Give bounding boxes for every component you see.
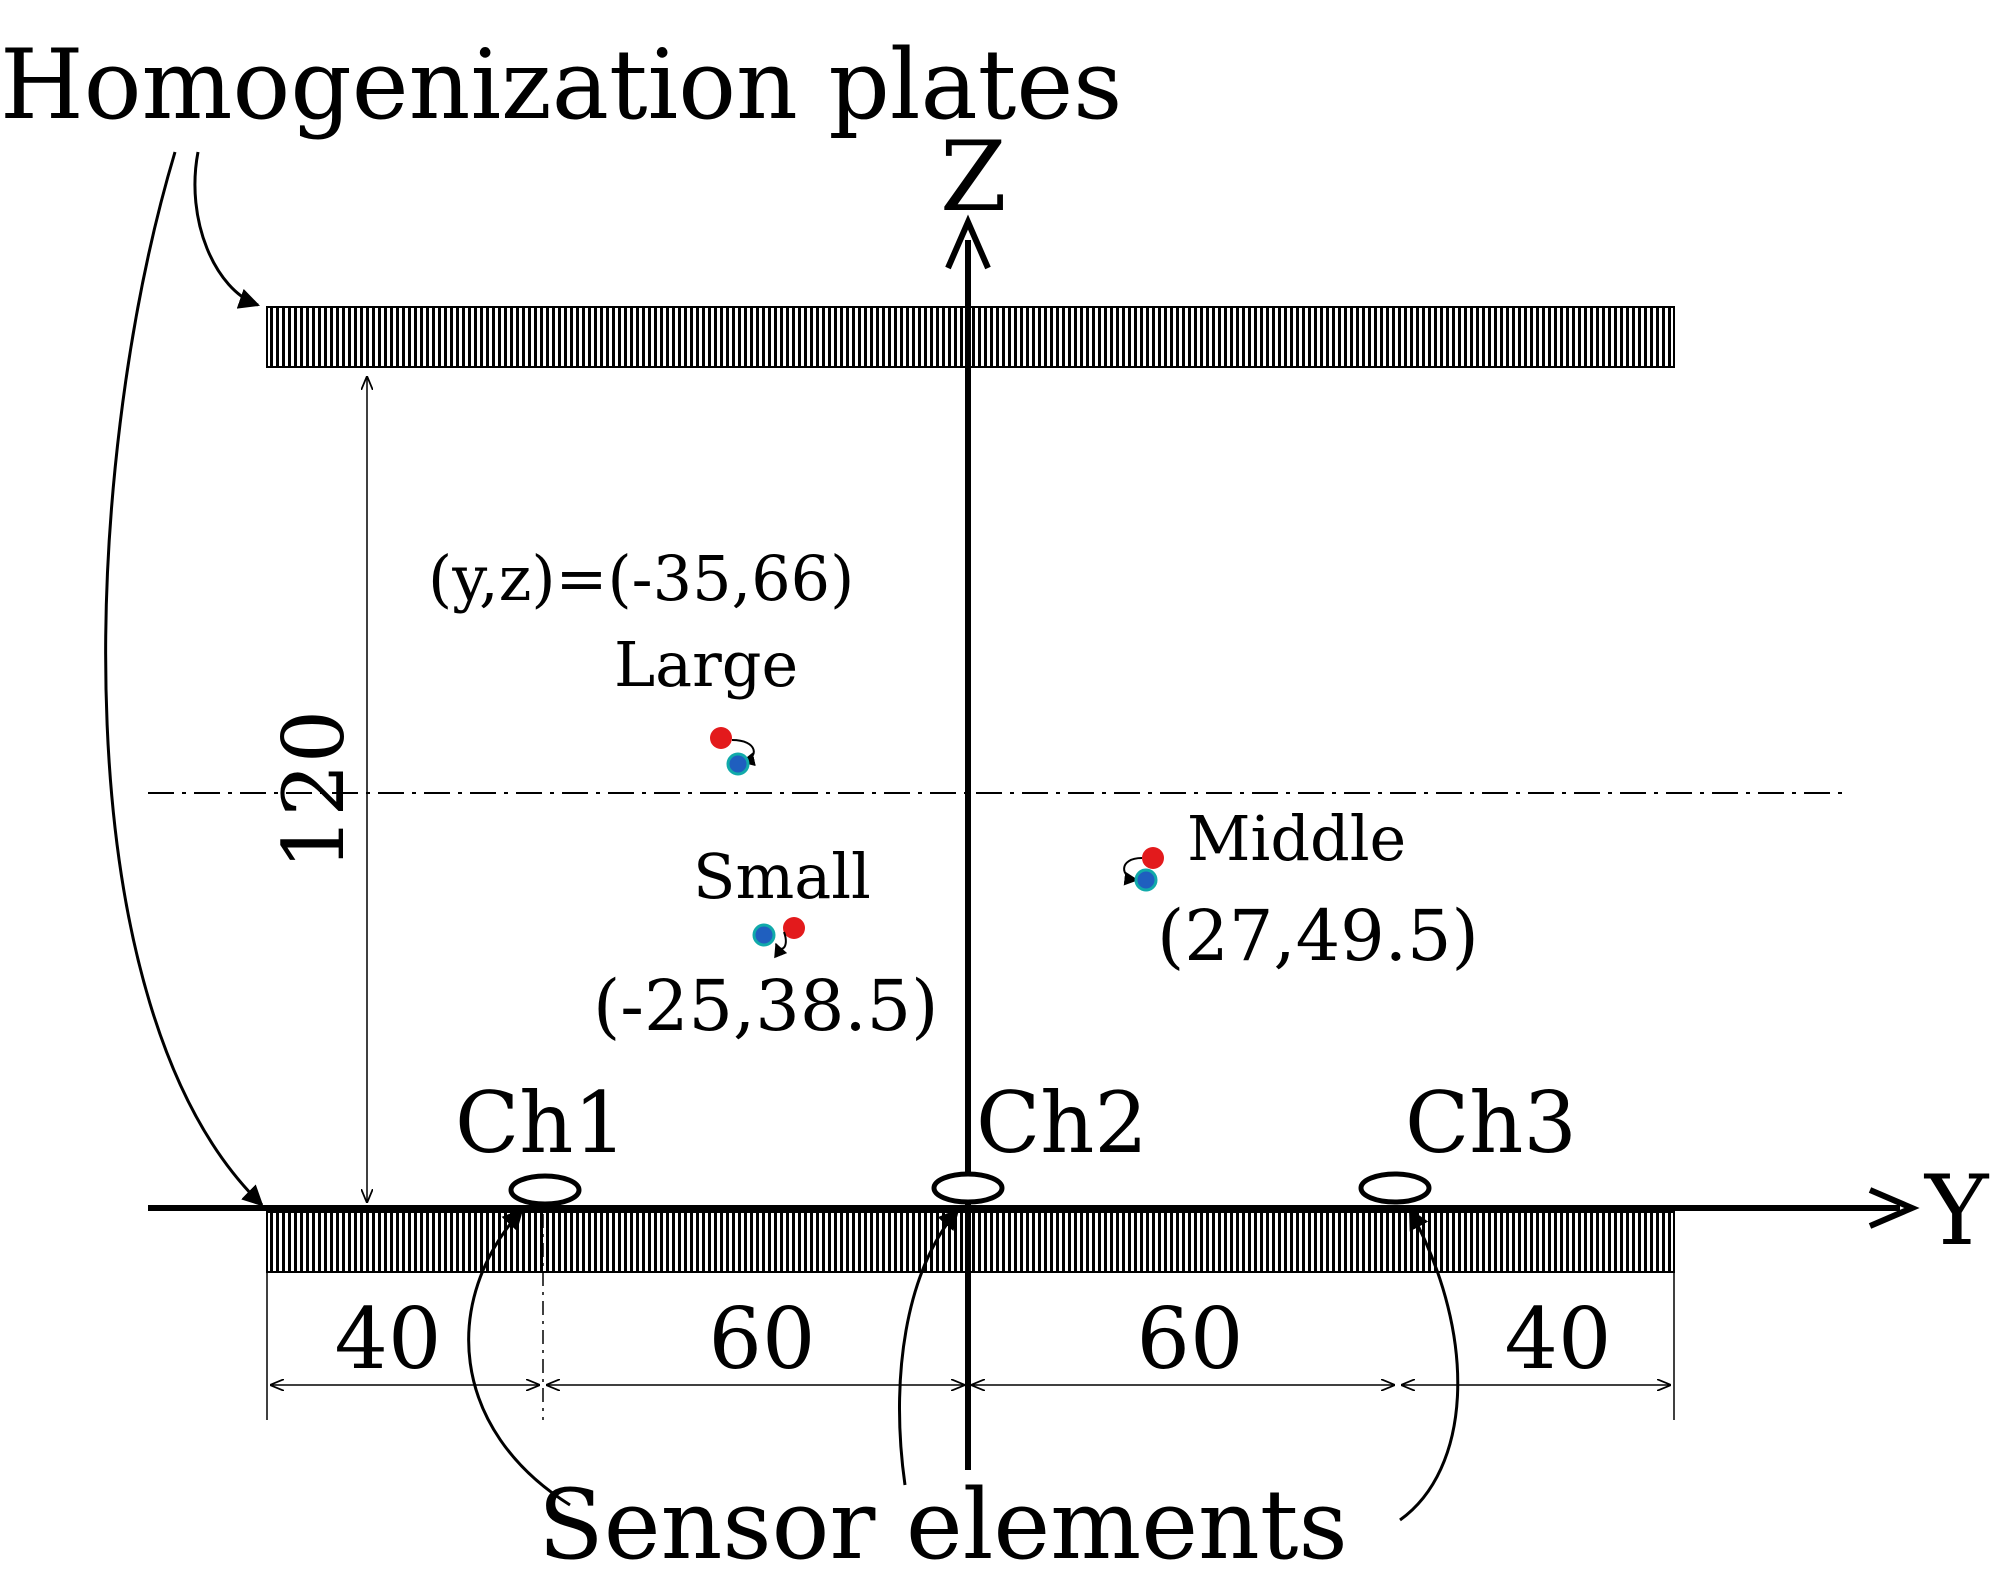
dim-label-seg1: 40 — [335, 1290, 442, 1388]
y-axis-arrowhead — [1868, 1187, 1920, 1229]
height-dimension-label: 120 — [265, 710, 363, 870]
large-object-initial-marker — [710, 727, 732, 749]
channel-label-ch2: Ch2 — [976, 1074, 1148, 1172]
sensor-element-ch3 — [1358, 1171, 1432, 1205]
dim-label-seg2: 60 — [709, 1290, 816, 1388]
dim-label-seg4: 40 — [1505, 1290, 1612, 1388]
dim-label-seg3: 60 — [1137, 1290, 1244, 1388]
title-arrow-bottom-plate — [104, 151, 264, 1207]
sensor-arrow-ch1 — [467, 1208, 571, 1507]
sensor-element-ch2 — [931, 1171, 1005, 1205]
small-object-name: Small — [693, 840, 871, 913]
z-axis-label: Z — [940, 121, 1007, 233]
large-object-name: Large — [614, 628, 798, 701]
large-object-final-marker — [726, 752, 750, 776]
middle-object-move-arrow — [1123, 857, 1143, 886]
title-arrow-top-plate — [193, 151, 260, 309]
middle-object-name: Middle — [1187, 802, 1406, 875]
sensor-arrow-ch3 — [1399, 1208, 1460, 1522]
middle-object-coordinate: (27,49.5) — [1157, 895, 1479, 977]
z-axis-arrowhead — [945, 214, 991, 270]
large-object-coordinate: (y,z)=(-35,66) — [428, 542, 854, 615]
sensor-arrow-ch2 — [898, 1208, 960, 1486]
sensor-element-ch1 — [508, 1173, 582, 1207]
y-axis-label: Y — [1923, 1155, 1990, 1267]
middle-object-initial-marker — [1142, 847, 1164, 869]
small-object-move-arrow — [774, 931, 788, 959]
small-object-initial-marker — [783, 917, 805, 939]
sensor-elements-label: Sensor elements — [538, 1469, 1348, 1581]
channel-label-ch3: Ch3 — [1405, 1074, 1577, 1172]
channel-label-ch1: Ch1 — [455, 1074, 627, 1172]
small-object-coordinate: (-25,38.5) — [593, 965, 938, 1047]
small-object-final-marker — [752, 923, 776, 947]
diagram-title: Homogenization plates — [0, 29, 1122, 141]
middle-object-final-marker — [1134, 868, 1158, 892]
